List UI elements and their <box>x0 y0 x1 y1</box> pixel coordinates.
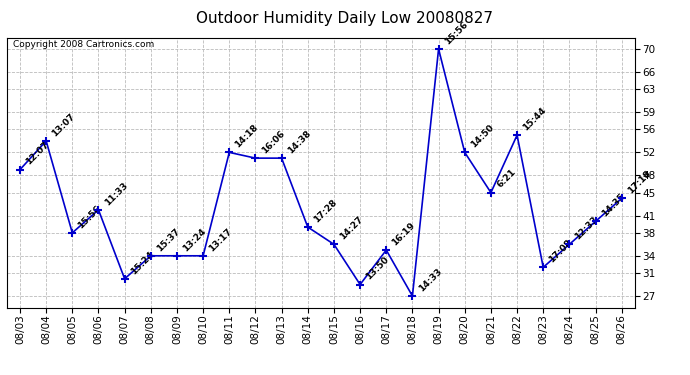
Text: 16:19: 16:19 <box>391 220 417 247</box>
Text: 14:33: 14:33 <box>417 267 443 293</box>
Text: 12:07: 12:07 <box>24 140 51 167</box>
Text: 14:35: 14:35 <box>600 192 627 219</box>
Text: 14:38: 14:38 <box>286 129 313 155</box>
Text: 16:06: 16:06 <box>259 129 286 155</box>
Text: Outdoor Humidity Daily Low 20080827: Outdoor Humidity Daily Low 20080827 <box>197 11 493 26</box>
Text: 11:33: 11:33 <box>103 180 129 207</box>
Text: 14:27: 14:27 <box>338 215 365 242</box>
Text: 13:24: 13:24 <box>181 226 208 253</box>
Text: 12:33: 12:33 <box>573 215 600 242</box>
Text: 13:07: 13:07 <box>50 111 77 138</box>
Text: 6:21: 6:21 <box>495 168 518 190</box>
Text: 17:08: 17:08 <box>547 238 574 264</box>
Text: 15:56: 15:56 <box>443 20 469 46</box>
Text: 15:44: 15:44 <box>521 106 548 132</box>
Text: Copyright 2008 Cartronics.com: Copyright 2008 Cartronics.com <box>13 40 155 49</box>
Text: 13:17: 13:17 <box>207 226 234 253</box>
Text: 17:18: 17:18 <box>626 169 653 196</box>
Text: 15:24: 15:24 <box>129 249 155 276</box>
Text: 14:50: 14:50 <box>469 123 495 150</box>
Text: 15:56: 15:56 <box>77 203 103 230</box>
Text: 17:28: 17:28 <box>312 198 339 224</box>
Text: 15:37: 15:37 <box>155 226 181 253</box>
Text: 13:50: 13:50 <box>364 255 391 282</box>
Text: 14:18: 14:18 <box>233 123 260 150</box>
